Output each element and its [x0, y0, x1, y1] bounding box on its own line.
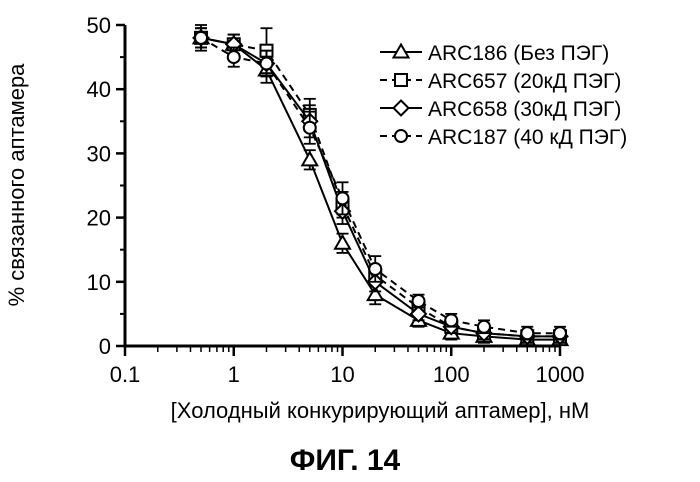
y-axis-ticks: 0 10 20 30 40 50 — [87, 13, 125, 359]
x-tick-label: 0.1 — [110, 362, 141, 387]
legend-marker — [395, 74, 407, 86]
y-axis-title: % связанного аптамера — [4, 63, 29, 307]
legend-label: ARC657 (20кД ПЭГ) — [428, 70, 621, 93]
legend-label: ARC187 (40 кД ПЭГ) — [428, 126, 627, 149]
legend-marker — [394, 101, 409, 116]
x-axis-ticks: 0.1 1 10 100 1000 — [110, 346, 585, 387]
data-point — [478, 321, 490, 333]
data-point — [302, 152, 317, 165]
legend-item: ARC657 (20кД ПЭГ) — [380, 70, 621, 93]
x-tick-label: 100 — [433, 362, 470, 387]
data-point — [195, 32, 207, 44]
data-point — [369, 263, 381, 275]
y-tick-label: 0 — [99, 334, 111, 359]
data-point — [304, 122, 316, 134]
legend-item: ARC186 (Без ПЭГ) — [380, 42, 609, 65]
data-point — [521, 327, 533, 339]
data-point — [260, 58, 272, 70]
data-point — [554, 327, 566, 339]
data-point — [337, 192, 349, 204]
y-tick-label: 40 — [87, 77, 111, 102]
data-point — [228, 51, 240, 63]
data-point — [445, 314, 457, 326]
data-point — [413, 295, 425, 307]
legend-label: ARC658 (30кД ПЭГ) — [428, 98, 621, 121]
y-tick-label: 20 — [87, 206, 111, 231]
x-axis-title: [Холодный конкурирующий аптамер], нМ — [171, 398, 590, 423]
legend-marker — [395, 130, 407, 142]
data-point — [335, 236, 350, 249]
x-tick-label: 1 — [228, 362, 240, 387]
x-tick-label: 10 — [330, 362, 354, 387]
legend-item: ARC658 (30кД ПЭГ) — [380, 98, 621, 121]
legend-item: ARC187 (40 кД ПЭГ) — [380, 126, 627, 149]
y-tick-label: 10 — [87, 270, 111, 295]
legend: ARC186 (Без ПЭГ) ARC657 (20кД ПЭГ) ARC658 … — [380, 42, 627, 149]
figure-caption: ФИГ. 14 — [290, 444, 401, 477]
y-tick-label: 50 — [87, 13, 111, 38]
x-tick-label: 1000 — [536, 362, 585, 387]
y-tick-label: 30 — [87, 141, 111, 166]
legend-label: ARC186 (Без ПЭГ) — [428, 42, 609, 65]
